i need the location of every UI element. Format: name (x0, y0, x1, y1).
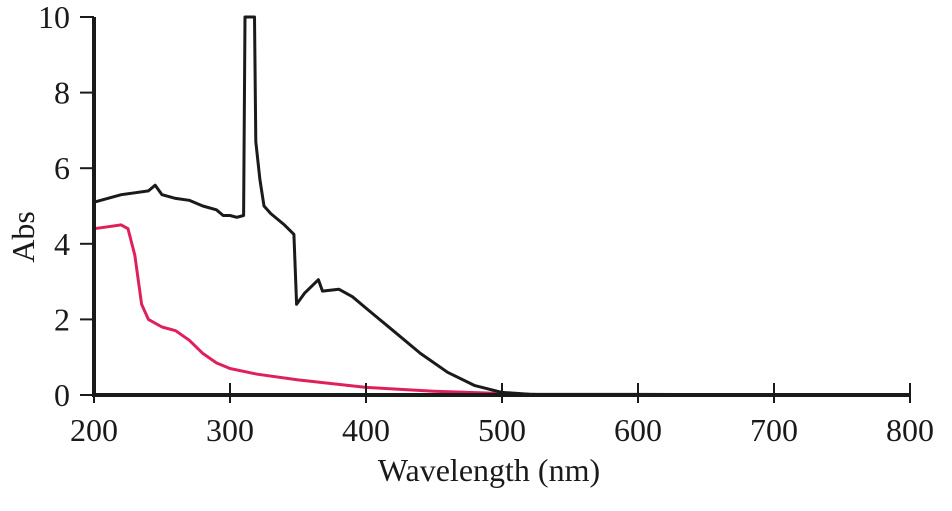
x-tick-label: 800 (886, 412, 934, 448)
x-tick-label: 400 (342, 412, 390, 448)
red-spectrum-line (93, 223, 911, 397)
y-tick-label: 8 (54, 75, 70, 111)
x-tick-label: 300 (206, 412, 254, 448)
x-tick-label: 600 (614, 412, 662, 448)
axes (92, 17, 911, 397)
black-spectrum-line (93, 15, 911, 397)
y-tick-label: 2 (54, 301, 70, 337)
y-axis-title: Abs (5, 211, 41, 263)
x-axis-title: Wavelength (nm) (378, 452, 600, 488)
x-tick-label: 500 (478, 412, 526, 448)
y-tick-label: 0 (54, 377, 70, 413)
x-tick-label: 200 (70, 412, 118, 448)
ticks: 200 300 400 500 600 700 800 0 2 4 6 8 10 (38, 0, 934, 448)
y-tick-label: 10 (38, 0, 70, 35)
series-layer (93, 15, 911, 397)
y-tick-label: 4 (54, 226, 70, 262)
y-tick-label: 6 (54, 150, 70, 186)
x-tick-label: 700 (750, 412, 798, 448)
